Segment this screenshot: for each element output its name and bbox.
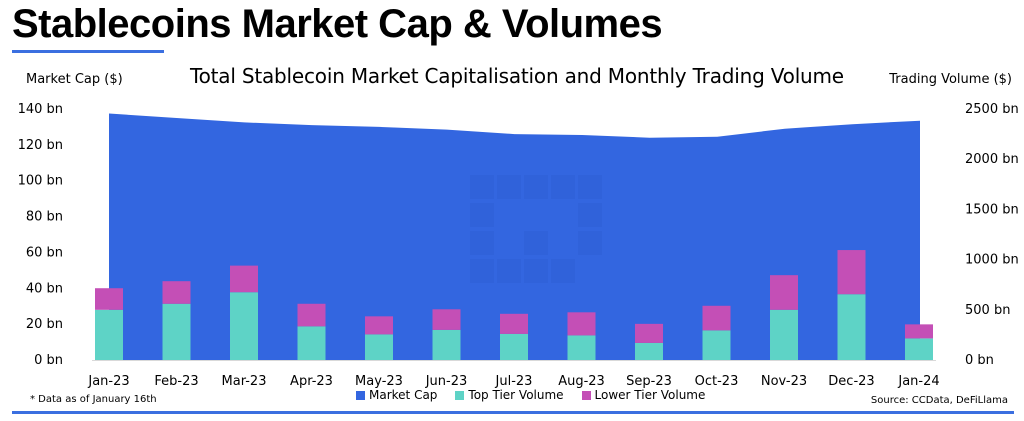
x-tick-label: Jun-23 bbox=[425, 374, 468, 389]
bar-top-tier-volume bbox=[230, 292, 258, 360]
watermark-logo-cell bbox=[470, 175, 494, 199]
bar-lower-tier-volume bbox=[162, 281, 191, 304]
x-tick-label: Apr-23 bbox=[290, 374, 333, 389]
y-tick-label: 0 bn bbox=[34, 353, 63, 368]
source-note: Source: CCData, DeFiLlama bbox=[870, 395, 1008, 406]
bar-top-tier-volume bbox=[635, 342, 663, 360]
watermark-logo-cell bbox=[578, 231, 602, 255]
watermark-logo-cell bbox=[497, 259, 521, 283]
legend-label-lower-tier: Lower Tier Volume bbox=[594, 388, 706, 402]
y-tick-label: 80 bn bbox=[26, 210, 63, 225]
y-axis-title: Market Cap ($) bbox=[26, 72, 123, 87]
y-tick-label: 40 bn bbox=[26, 281, 63, 296]
page-headline: Stablecoins Market Cap & Volumes bbox=[12, 2, 663, 46]
x-tick-label: Feb-23 bbox=[154, 374, 198, 389]
bar-top-tier-volume bbox=[365, 334, 393, 360]
bar-lower-tier-volume bbox=[635, 323, 663, 343]
y-tick-label: 100 bn bbox=[18, 174, 63, 189]
bar-top-tier-volume bbox=[770, 309, 798, 360]
bar-lower-tier-volume bbox=[230, 265, 258, 293]
bar-lower-tier-volume bbox=[770, 275, 798, 310]
watermark-logo-cell bbox=[470, 203, 494, 227]
x-tick-label: May-23 bbox=[355, 374, 403, 389]
watermark-logo-cell bbox=[470, 231, 494, 255]
chart-title: Total Stablecoin Market Capitalisation a… bbox=[190, 64, 844, 88]
bar-lower-tier-volume bbox=[432, 309, 461, 330]
legend-swatch-market-cap bbox=[356, 390, 365, 400]
y2-tick-label: 2000 bn bbox=[965, 152, 1019, 167]
x-tick-label: Mar-23 bbox=[222, 374, 267, 389]
legend-item-top-tier: Top Tier Volume bbox=[455, 388, 564, 402]
x-tick-label: Aug-23 bbox=[558, 374, 605, 389]
watermark-logo-cell bbox=[551, 175, 575, 199]
bar-lower-tier-volume bbox=[702, 305, 731, 331]
bar-top-tier-volume bbox=[432, 329, 461, 360]
chart-legend: Market Cap Top Tier Volume Lower Tier Vo… bbox=[356, 388, 705, 402]
bar-top-tier-volume bbox=[905, 338, 933, 360]
legend-swatch-top-tier bbox=[455, 390, 465, 400]
x-tick-label: Jan-23 bbox=[87, 374, 129, 389]
watermark-logo-cell bbox=[524, 231, 548, 255]
y2-tick-label: 0 bn bbox=[965, 353, 994, 368]
bar-top-tier-volume bbox=[162, 303, 191, 360]
bar-lower-tier-volume bbox=[95, 288, 123, 310]
bar-top-tier-volume bbox=[95, 309, 123, 360]
bar-top-tier-volume bbox=[702, 330, 731, 360]
y-tick-label: 120 bn bbox=[18, 138, 63, 153]
footnote: * Data as of January 16th bbox=[30, 394, 157, 405]
watermark-logo-cell bbox=[578, 203, 602, 227]
x-tick-label: Jul-23 bbox=[495, 374, 533, 389]
bottom-rule bbox=[12, 411, 1014, 414]
bar-top-tier-volume bbox=[837, 294, 866, 360]
watermark-logo-cell bbox=[524, 175, 548, 199]
watermark-logo-cell bbox=[551, 259, 575, 283]
watermark-logo-cell bbox=[524, 259, 548, 283]
bar-lower-tier-volume bbox=[837, 250, 866, 295]
bar-top-tier-volume bbox=[297, 326, 326, 360]
bar-lower-tier-volume bbox=[297, 303, 326, 327]
y2-tick-label: 1500 bn bbox=[965, 202, 1019, 217]
bar-lower-tier-volume bbox=[365, 316, 393, 335]
bar-lower-tier-volume bbox=[905, 324, 933, 339]
y2-tick-label: 1000 bn bbox=[965, 253, 1019, 268]
y-tick-label: 60 bn bbox=[26, 245, 63, 260]
x-tick-label: Oct-23 bbox=[695, 374, 739, 389]
x-tick-label: Dec-23 bbox=[828, 374, 874, 389]
bar-top-tier-volume bbox=[500, 333, 528, 360]
market-cap-area bbox=[109, 113, 920, 360]
y2-axis-title: Trading Volume ($) bbox=[889, 72, 1012, 87]
watermark-logo-cell bbox=[497, 175, 521, 199]
bar-lower-tier-volume bbox=[500, 313, 528, 334]
legend-swatch-lower-tier bbox=[581, 390, 591, 400]
bar-lower-tier-volume bbox=[567, 312, 596, 336]
watermark-logo-cell bbox=[470, 259, 494, 283]
legend-label-top-tier: Top Tier Volume bbox=[468, 388, 564, 402]
legend-item-lower-tier: Lower Tier Volume bbox=[581, 388, 706, 402]
x-tick-label: Jan-24 bbox=[897, 374, 939, 389]
legend-item-market-cap: Market Cap bbox=[356, 388, 437, 402]
x-tick-label: Sep-23 bbox=[626, 374, 672, 389]
y2-tick-label: 2500 bn bbox=[965, 102, 1019, 117]
y-tick-label: 20 bn bbox=[26, 317, 63, 332]
headline-underline bbox=[12, 50, 164, 53]
legend-label-market-cap: Market Cap bbox=[369, 388, 438, 402]
watermark-logo-cell bbox=[578, 175, 602, 199]
y2-tick-label: 500 bn bbox=[965, 303, 1010, 318]
x-tick-label: Nov-23 bbox=[761, 374, 807, 389]
bar-top-tier-volume bbox=[567, 335, 596, 360]
y-tick-label: 140 bn bbox=[18, 102, 63, 117]
